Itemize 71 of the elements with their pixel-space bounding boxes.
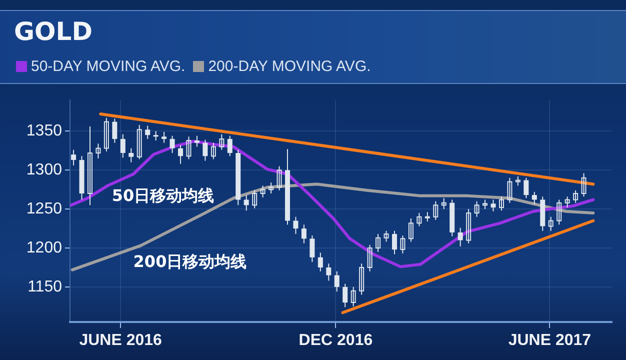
candlestick bbox=[498, 196, 504, 212]
candlestick bbox=[376, 233, 381, 252]
candlestick bbox=[408, 218, 414, 242]
candlestick bbox=[367, 244, 372, 272]
candlestick bbox=[153, 130, 158, 142]
candlestick bbox=[573, 190, 578, 204]
candlestick bbox=[392, 230, 397, 255]
x-tick-label: JUNE 2016 bbox=[79, 332, 162, 350]
y-tick-label: 1250 bbox=[26, 200, 62, 218]
candlestick bbox=[507, 177, 512, 204]
candlestick bbox=[244, 194, 249, 212]
candlestick bbox=[474, 200, 480, 218]
candlestick bbox=[301, 224, 306, 244]
y-tick-label: 1200 bbox=[26, 239, 62, 256]
candlestick bbox=[96, 143, 101, 159]
candlestick bbox=[170, 135, 175, 154]
candlestick bbox=[441, 198, 446, 210]
candlestick bbox=[350, 286, 356, 307]
candlestick bbox=[490, 199, 496, 212]
candlestick bbox=[564, 196, 570, 208]
annotation: 50日移动均线 bbox=[112, 186, 214, 206]
candlestick bbox=[194, 135, 200, 148]
candlestick bbox=[342, 283, 348, 308]
candlestick bbox=[178, 144, 184, 164]
candlestick bbox=[515, 176, 520, 186]
candlestick bbox=[482, 199, 488, 210]
candlestick bbox=[219, 134, 224, 150]
legend-label: 50-DAY MOVING AVG. bbox=[31, 58, 186, 75]
candlestick bbox=[581, 172, 586, 198]
candlestick bbox=[210, 142, 216, 160]
chart-title: GOLD bbox=[14, 17, 92, 46]
y-tick-label: 1300 bbox=[26, 162, 62, 179]
x-tick-label: JUNE 2017 bbox=[508, 332, 592, 350]
candlestick bbox=[400, 235, 406, 254]
candlestick bbox=[458, 227, 463, 247]
candlestick bbox=[71, 149, 76, 166]
candlestick bbox=[162, 131, 167, 144]
candlestick bbox=[416, 212, 422, 227]
candlestick bbox=[120, 134, 126, 158]
candlestick bbox=[532, 191, 537, 205]
candlestick bbox=[466, 208, 472, 244]
candlestick bbox=[128, 148, 134, 163]
y-tick-label: 1350 bbox=[26, 122, 62, 140]
candlestick bbox=[112, 118, 118, 144]
candlestick bbox=[310, 235, 315, 263]
candlestick bbox=[326, 263, 332, 282]
candlestick bbox=[433, 200, 438, 220]
candlestick bbox=[318, 252, 323, 272]
x-tick-label: DEC 2016 bbox=[298, 332, 373, 350]
candlestick bbox=[293, 216, 298, 234]
candlestick bbox=[260, 185, 266, 198]
candlestick bbox=[524, 177, 529, 199]
candlestick bbox=[359, 263, 364, 296]
annotation: 200日移动均线 bbox=[133, 252, 247, 272]
candlestick bbox=[548, 216, 554, 232]
candlestick bbox=[334, 270, 340, 292]
candlestick bbox=[252, 190, 258, 209]
candlestick bbox=[384, 230, 389, 242]
legend-label: 200-DAY MOVING AVG. bbox=[208, 58, 371, 75]
candlestick bbox=[227, 135, 232, 157]
candlestick bbox=[87, 126, 92, 206]
candlestick bbox=[104, 117, 109, 152]
candlestick bbox=[276, 166, 282, 191]
candlestick bbox=[136, 124, 142, 160]
candlestick bbox=[202, 139, 208, 162]
y-tick-label: 1150 bbox=[28, 278, 62, 296]
candlestick bbox=[186, 136, 192, 160]
candlestick bbox=[268, 182, 274, 194]
candlestick bbox=[556, 199, 562, 226]
candlestick bbox=[424, 212, 430, 222]
candlestick bbox=[145, 125, 150, 140]
